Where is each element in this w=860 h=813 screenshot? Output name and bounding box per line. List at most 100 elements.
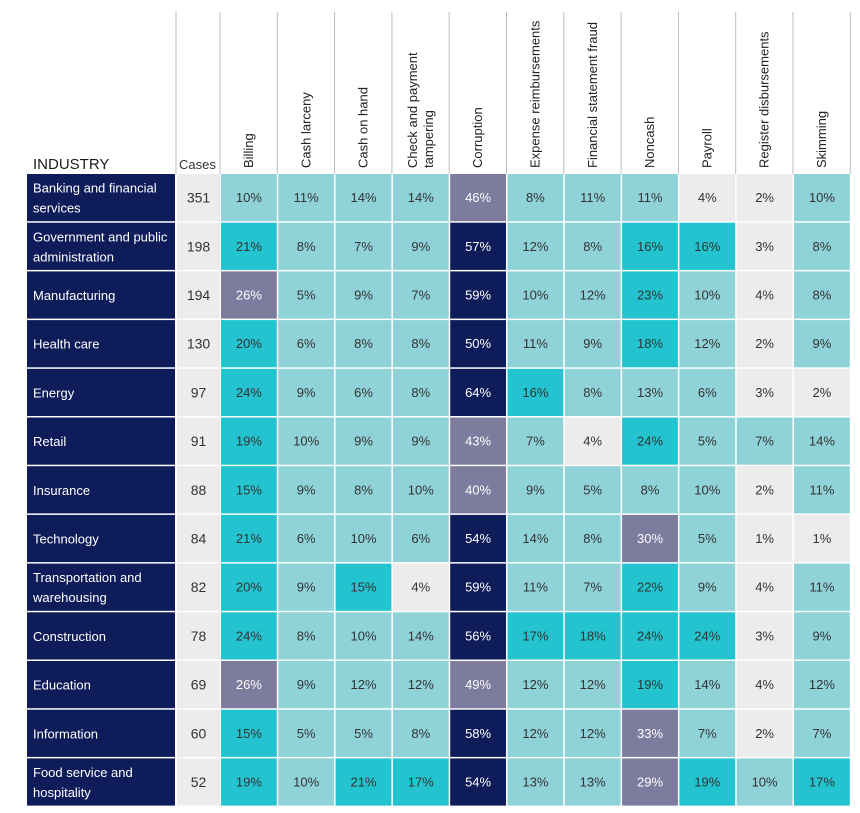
table-row: Technology 84 21% 6% 10% 6% 54% 14% 8% 30% 5% 1% 1% — [27, 514, 850, 563]
cell-value: 8% — [583, 239, 602, 254]
heatmap-cell — [622, 222, 678, 270]
cell-value: 19% — [694, 775, 720, 790]
heatmap-cell — [736, 514, 793, 563]
table-row: Retail 91 19% 10% 9% 9% 43% 7% 4% 24% 5% 7% 14% — [27, 417, 850, 465]
heatmap-cell — [736, 612, 793, 660]
cell-value: 20% — [236, 580, 262, 595]
cell-value: 12% — [809, 677, 835, 692]
industry-cell — [27, 466, 175, 514]
cases-value: 130 — [187, 336, 211, 352]
column-header: Corruption — [470, 107, 485, 168]
heatmap-cell — [221, 466, 277, 514]
heatmap-cell — [564, 417, 621, 465]
cell-value: 15% — [236, 482, 262, 497]
heatmap-cell — [794, 758, 850, 806]
cases-cell — [177, 563, 220, 611]
heatmap-cell — [335, 320, 392, 368]
industry-cell — [27, 661, 175, 709]
heatmap-cell — [450, 368, 506, 416]
heatmap-cell — [450, 758, 506, 806]
cell-value: 7% — [755, 434, 774, 449]
heatmap-cell — [679, 612, 736, 660]
column-header: Noncash — [642, 117, 657, 168]
cell-value: 10% — [236, 190, 262, 205]
heatmap-cell — [679, 417, 736, 465]
cases-value: 91 — [191, 433, 207, 449]
heatmap-cell — [335, 466, 392, 514]
heatmap-cell — [221, 368, 277, 416]
cell-value: 23% — [637, 288, 663, 303]
heatmap-cell — [278, 368, 335, 416]
cell-value: 9% — [297, 385, 316, 400]
heatmap-cell — [679, 271, 736, 319]
table-row: Information 60 15% 5% 5% 8% 58% 12% 12% 33% 7% 2% 7% — [27, 709, 850, 757]
cases-value: 78 — [191, 628, 207, 644]
cell-value: 13% — [580, 775, 606, 790]
heatmap-cell — [564, 661, 621, 709]
heatmap-cell — [507, 514, 564, 563]
cell-value: 16% — [637, 239, 663, 254]
cell-value: 11% — [809, 580, 834, 595]
cell-value: 14% — [809, 434, 835, 449]
cell-value: 24% — [236, 385, 262, 400]
cell-value: 6% — [698, 385, 717, 400]
heatmap-cell — [564, 563, 621, 611]
cell-value: 3% — [755, 628, 774, 643]
column-header-label: Billing — [241, 133, 256, 168]
heatmap-cell — [794, 271, 850, 319]
heatmap-cell — [335, 271, 392, 319]
cases-cell — [177, 320, 220, 368]
cell-value: 12% — [580, 726, 606, 741]
cell-value: 8% — [411, 726, 430, 741]
cell-value: 2% — [755, 336, 774, 351]
cases-cell — [177, 417, 220, 465]
heatmap-cell — [450, 612, 506, 660]
heatmap-cell — [507, 320, 564, 368]
cell-value: 9% — [297, 580, 316, 595]
cell-value: 8% — [583, 385, 602, 400]
cell-value: 12% — [522, 239, 548, 254]
heatmap-cell — [392, 466, 449, 514]
column-header: Check and payment tampering — [405, 52, 436, 168]
heatmap-cell — [278, 174, 335, 222]
cell-value: 9% — [813, 336, 832, 351]
heatmap-cell — [450, 514, 506, 563]
industry-label: Energy — [33, 385, 75, 400]
cell-value: 9% — [583, 336, 602, 351]
cell-value: 1% — [755, 531, 774, 546]
cell-value: 12% — [694, 336, 720, 351]
heatmap-cell — [736, 661, 793, 709]
heatmap-cell — [622, 709, 678, 757]
heatmap-cell — [564, 271, 621, 319]
cell-value: 8% — [297, 628, 316, 643]
cell-value: 4% — [755, 580, 774, 595]
cell-value: 21% — [350, 775, 376, 790]
column-header-label: Expense reimbursements — [528, 20, 543, 168]
cell-value: 8% — [354, 336, 373, 351]
cases-cell — [177, 271, 220, 319]
heatmap-cell — [392, 368, 449, 416]
cases-cell — [177, 466, 220, 514]
cell-value: 6% — [411, 531, 430, 546]
heatmap-cell — [794, 174, 850, 222]
heatmap-cell — [450, 222, 506, 270]
cell-value: 10% — [293, 434, 319, 449]
heatmap-cell — [622, 514, 678, 563]
heatmap-cell — [507, 612, 564, 660]
industry-label: Banking and financial — [33, 181, 157, 196]
heatmap-cell — [794, 612, 850, 660]
cell-value: 11% — [523, 336, 548, 351]
column-header-label: Financial statement fraud — [585, 22, 600, 168]
heatmap-cell — [221, 661, 277, 709]
cell-value: 54% — [465, 775, 491, 790]
cell-value: 4% — [411, 580, 430, 595]
heatmap-cell — [392, 563, 449, 611]
cell-value: 4% — [698, 190, 717, 205]
heatmap-cell — [564, 758, 621, 806]
cases-value: 84 — [191, 531, 207, 547]
cell-value: 16% — [522, 385, 548, 400]
heatmap-cell — [794, 222, 850, 270]
column-header-label: Cash on hand — [356, 87, 371, 168]
heatmap-cell — [278, 466, 335, 514]
cell-value: 6% — [297, 336, 316, 351]
